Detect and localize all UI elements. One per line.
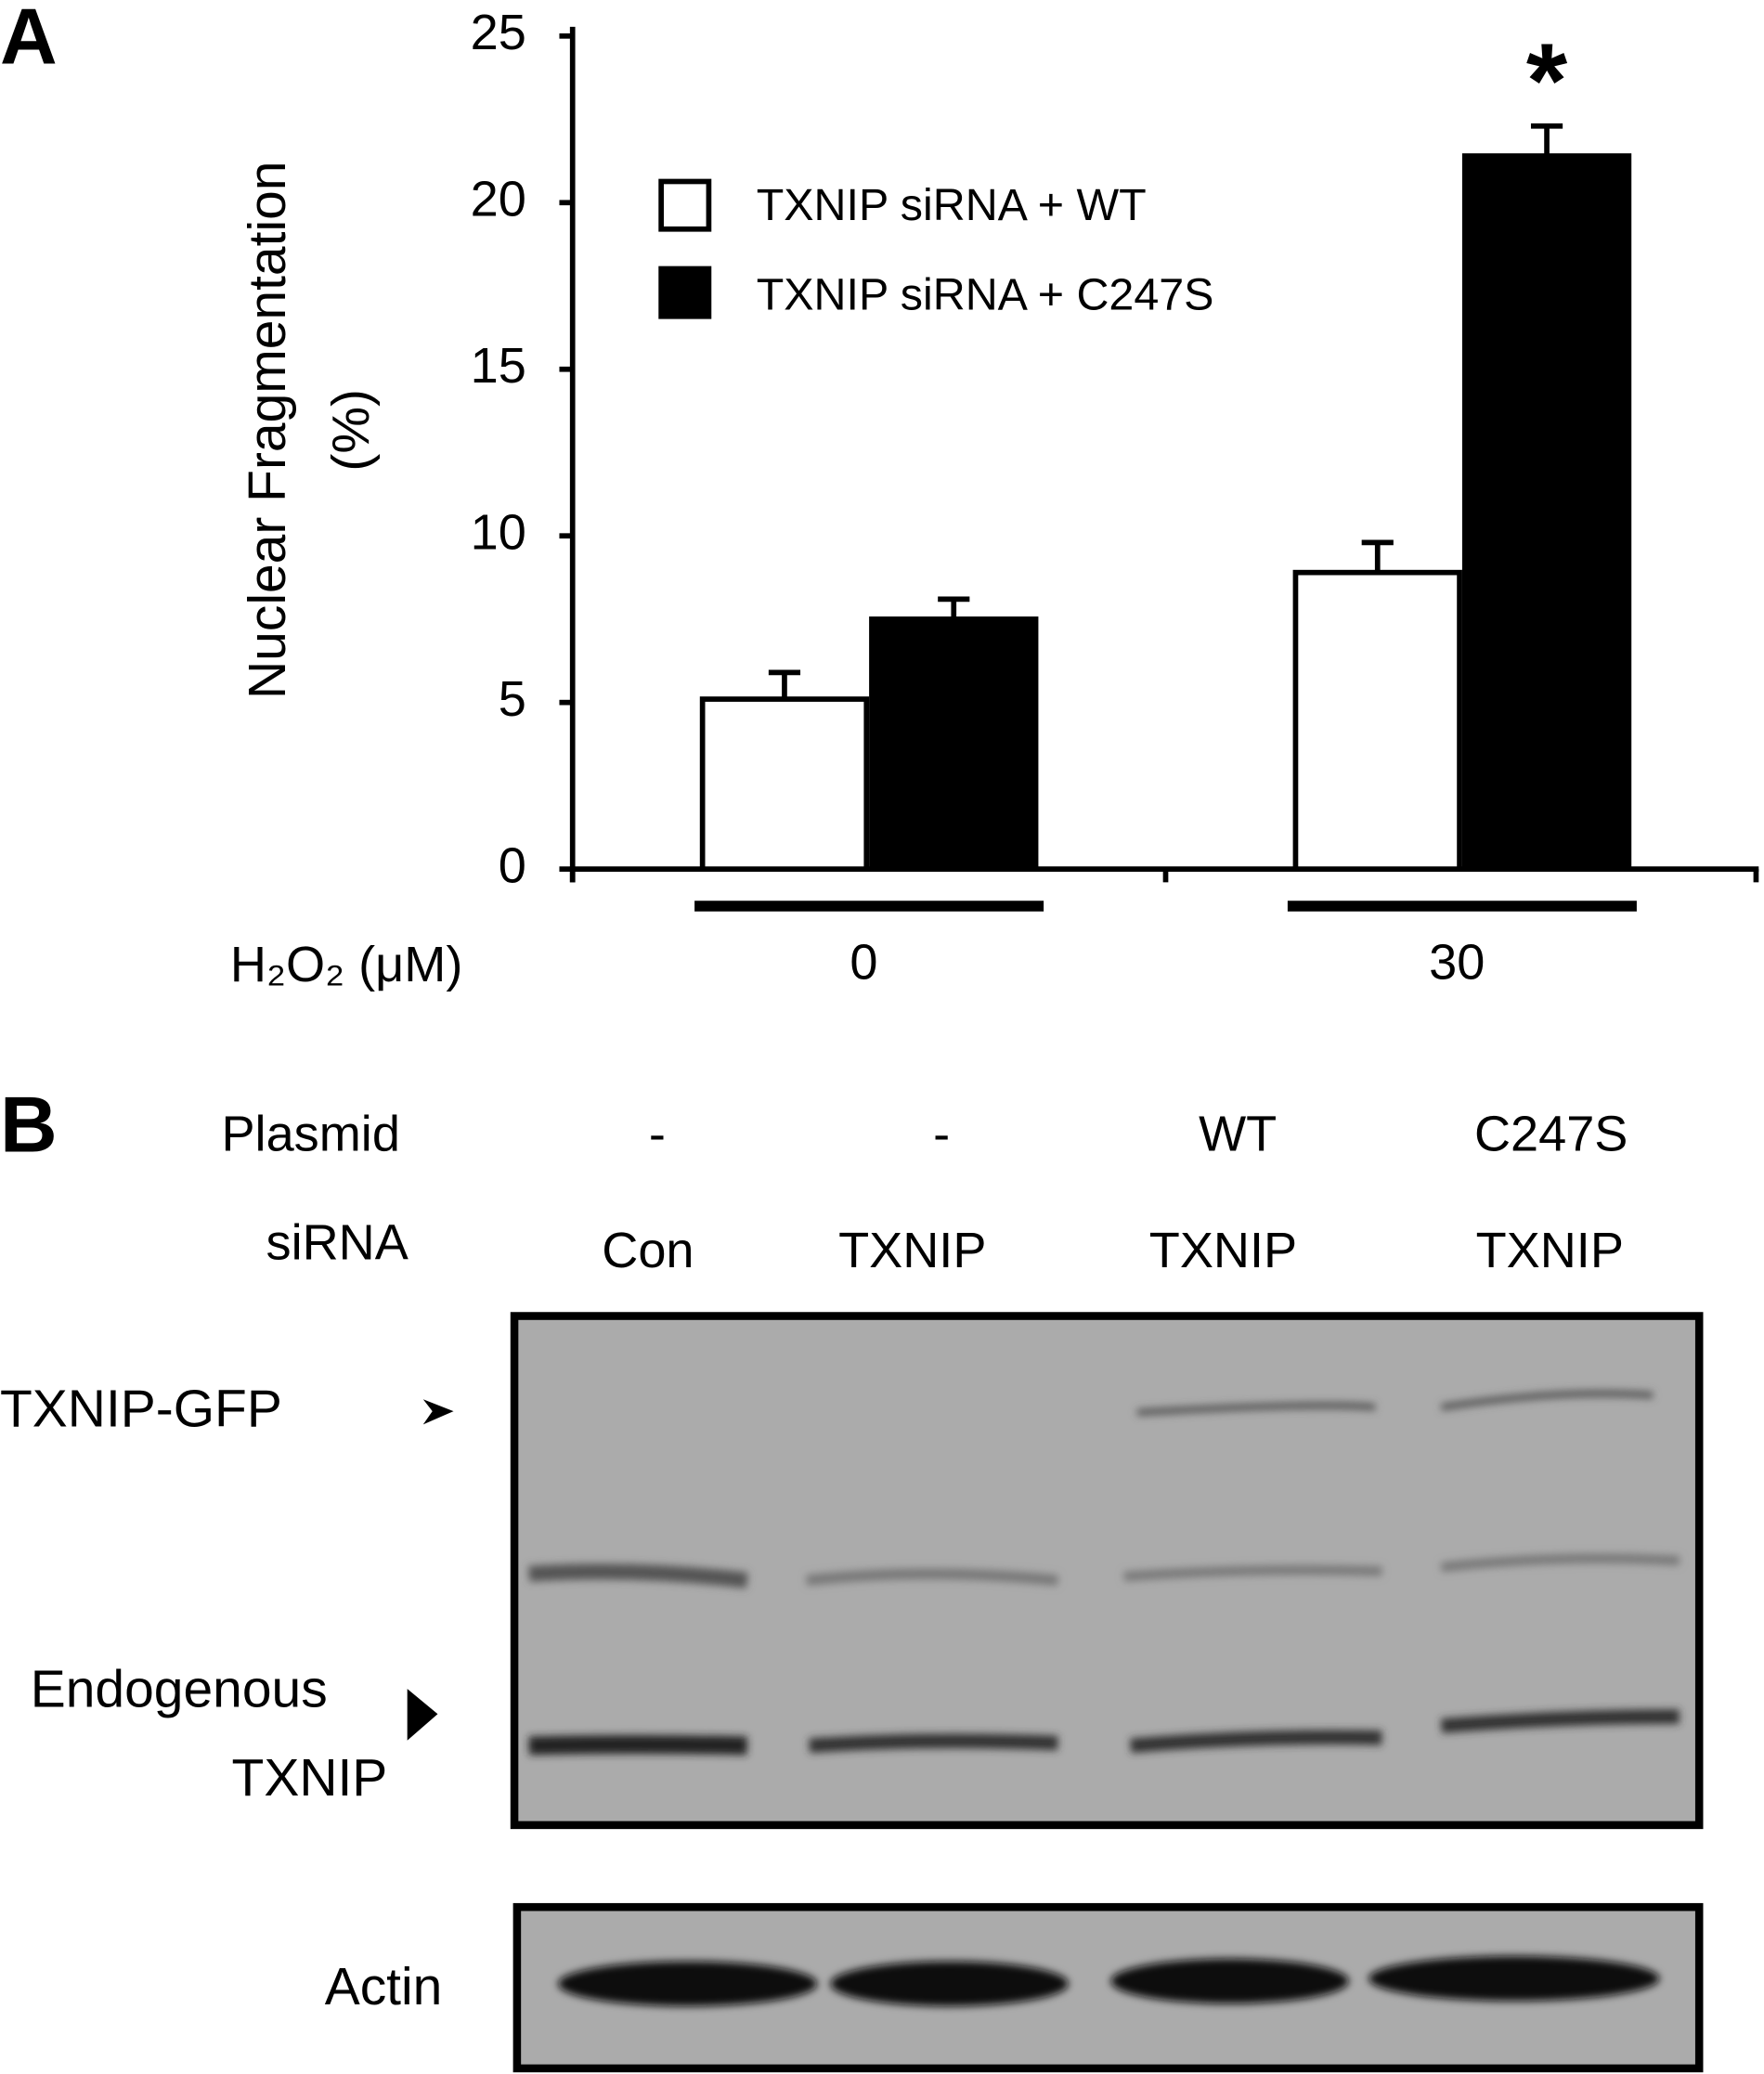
y-tick-label: 10 bbox=[471, 504, 526, 560]
legend-swatch bbox=[658, 266, 712, 319]
y-axis-label: (%) bbox=[321, 389, 381, 472]
panel-label: A bbox=[0, 0, 58, 82]
row-label: Plasmid bbox=[221, 1107, 399, 1162]
western-blot: B Plasmid - - WT C247S siRNA Con TXNIP T… bbox=[0, 1082, 1704, 2073]
band-label: TXNIP-GFP bbox=[0, 1380, 282, 1439]
lane-label: Con bbox=[602, 1223, 694, 1278]
arrowhead bbox=[407, 1689, 438, 1741]
y-tick-label: 20 bbox=[471, 172, 526, 227]
lane-label: - bbox=[933, 1107, 950, 1162]
lane-label: TXNIP bbox=[1149, 1223, 1297, 1278]
x-axis-label: H₂O₂ (μM) bbox=[230, 937, 463, 992]
band-label: TXNIP bbox=[232, 1748, 388, 1808]
bar bbox=[869, 616, 1039, 872]
arrowhead bbox=[422, 1399, 454, 1425]
lane-label: C247S bbox=[1474, 1107, 1628, 1162]
bands bbox=[528, 1390, 1680, 1756]
bar bbox=[1292, 569, 1462, 872]
significance-marker: * bbox=[1526, 22, 1568, 140]
lane-label: TXNIP bbox=[838, 1223, 986, 1278]
bar bbox=[1461, 153, 1632, 872]
x-tick-label: 0 bbox=[850, 934, 877, 990]
band-label: Actin bbox=[325, 1957, 443, 2016]
lane-label: WT bbox=[1199, 1107, 1277, 1162]
bar-chart: A Nuclear Fragmentation (%) 0 5 10 15 20 25 0 30 H₂… bbox=[0, 0, 1759, 992]
bar bbox=[699, 696, 870, 872]
y-axis-label: Nuclear Fragmentation bbox=[238, 162, 297, 699]
band-label: Endogenous bbox=[31, 1659, 328, 1718]
legend-swatch bbox=[658, 178, 712, 232]
legend-label: TXNIP siRNA + WT bbox=[757, 180, 1147, 230]
y-tick-label: 0 bbox=[499, 837, 526, 893]
legend-label: TXNIP siRNA + C247S bbox=[757, 270, 1214, 320]
y-tick-label: 25 bbox=[471, 5, 526, 60]
lane-label: TXNIP bbox=[1476, 1223, 1624, 1278]
y-tick-label: 5 bbox=[499, 671, 526, 727]
y-tick-label: 15 bbox=[471, 338, 526, 394]
panel-label: B bbox=[0, 1082, 58, 1170]
x-tick-label: 30 bbox=[1429, 934, 1485, 990]
actin-bands bbox=[558, 1955, 1660, 2007]
lane-label: - bbox=[649, 1107, 666, 1162]
row-label: siRNA bbox=[266, 1214, 409, 1270]
